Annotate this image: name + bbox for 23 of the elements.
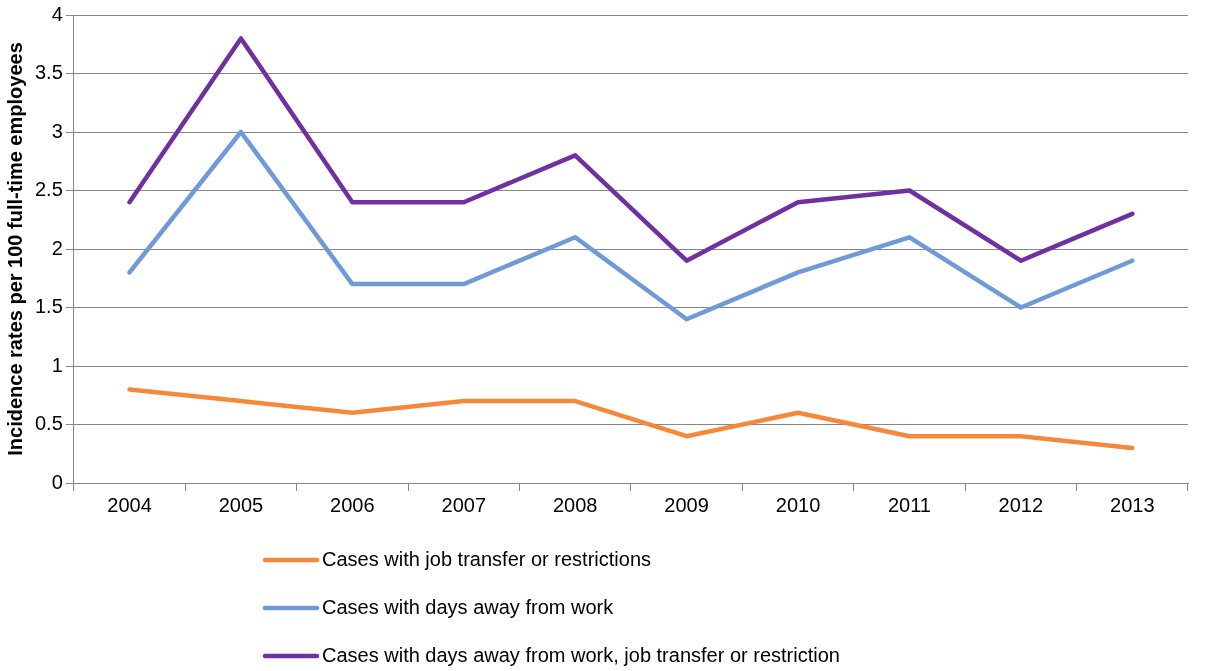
x-tick-label: 2010 bbox=[775, 493, 821, 516]
y-tick-label: 2.5 bbox=[34, 178, 63, 201]
x-tick-label: 2005 bbox=[218, 493, 264, 516]
x-tick-label: 2009 bbox=[664, 493, 709, 516]
legend-label: Cases with job transfer or restrictions bbox=[322, 547, 652, 570]
y-tick-label: 1.5 bbox=[34, 295, 63, 318]
y-axis-title: Incidence rates per 100 full-time employees bbox=[3, 42, 26, 456]
x-tick-label: 2006 bbox=[330, 493, 375, 516]
x-tick-label: 2013 bbox=[1110, 493, 1155, 516]
y-tick-label: 3 bbox=[51, 119, 63, 142]
y-tick-label: 3.5 bbox=[34, 61, 63, 84]
x-tick-label: 2007 bbox=[441, 493, 487, 516]
y-tick-label: 0.5 bbox=[34, 412, 63, 435]
y-tick-label: 0 bbox=[51, 470, 63, 493]
x-tick-label: 2011 bbox=[887, 493, 931, 516]
y-tick-label: 4 bbox=[51, 2, 63, 25]
x-tick-label: 2012 bbox=[998, 493, 1044, 516]
x-tick-label: 2008 bbox=[552, 493, 598, 516]
y-tick-label: 2 bbox=[51, 236, 63, 259]
x-tick-label: 2004 bbox=[107, 493, 152, 516]
legend-label: Cases with days away from work, job transfer or restriction bbox=[322, 643, 840, 666]
legend-label: Cases with days away from work bbox=[322, 595, 615, 618]
y-tick-label: 1 bbox=[51, 353, 63, 376]
